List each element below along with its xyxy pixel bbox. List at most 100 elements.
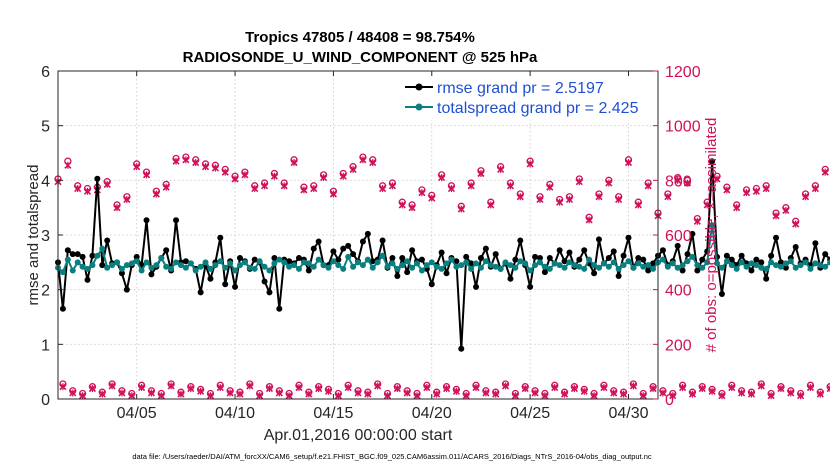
rmse-point bbox=[753, 256, 760, 263]
spread-point bbox=[350, 263, 357, 270]
rmse-point bbox=[217, 234, 224, 241]
rmse-point bbox=[689, 230, 696, 237]
legend: rmse grand pr = 2.5197 totalspread grand… bbox=[405, 76, 653, 120]
obs-assimilated-marker bbox=[787, 389, 795, 397]
x-tick-label: 04/15 bbox=[313, 405, 353, 422]
obs-assimilated-marker bbox=[600, 383, 608, 392]
rmse-point bbox=[350, 251, 357, 258]
rmse-point bbox=[418, 256, 425, 263]
rmse-point bbox=[266, 289, 273, 296]
spread-point bbox=[118, 265, 125, 272]
spread-point bbox=[635, 260, 642, 267]
spread-point bbox=[281, 259, 288, 266]
rmse-point bbox=[738, 252, 745, 259]
spread-point bbox=[99, 245, 106, 252]
spread-point bbox=[227, 260, 234, 267]
obs-assimilated-marker bbox=[683, 179, 692, 187]
spread-point bbox=[502, 259, 509, 266]
spread-point bbox=[591, 262, 598, 269]
obs-assimilated-marker bbox=[344, 383, 352, 392]
rmse-point bbox=[610, 248, 617, 255]
spread-point bbox=[163, 263, 170, 270]
spread-point bbox=[718, 264, 725, 271]
spread-point bbox=[571, 262, 578, 269]
rmse-point bbox=[197, 289, 204, 296]
obs-assimilated-marker bbox=[334, 392, 342, 400]
rmse-point bbox=[99, 262, 106, 269]
legend-rmse-label: rmse grand pr = 2.5197 bbox=[437, 80, 604, 97]
spread-point bbox=[551, 260, 558, 267]
spread-point bbox=[438, 265, 445, 272]
obs-assimilated-marker bbox=[300, 186, 308, 194]
obs-assimilated-marker bbox=[521, 385, 529, 393]
spread-point bbox=[792, 264, 799, 271]
obs-assimilated-marker bbox=[546, 183, 554, 191]
rmse-point bbox=[709, 158, 716, 165]
spread-point bbox=[448, 256, 455, 263]
obs-assimilated-stroke bbox=[826, 385, 830, 390]
spread-point bbox=[59, 269, 66, 276]
y-left-tick-label: 3 bbox=[41, 228, 50, 245]
spread-point bbox=[399, 262, 406, 269]
spread-point bbox=[541, 263, 548, 270]
spread-point bbox=[315, 256, 322, 263]
rmse-point bbox=[640, 256, 647, 263]
spread-point bbox=[512, 264, 519, 271]
obs-assimilated-marker bbox=[231, 175, 239, 183]
spread-point bbox=[414, 260, 421, 267]
spread-point bbox=[782, 260, 789, 267]
obs-assimilated-marker bbox=[383, 392, 392, 400]
obs-assimilated-marker bbox=[59, 383, 67, 391]
obs-assimilated-marker bbox=[610, 389, 618, 397]
spread-point bbox=[758, 264, 765, 271]
rmse-point bbox=[699, 256, 706, 263]
spread-point bbox=[330, 258, 337, 265]
obs-assimilated-marker bbox=[413, 392, 421, 400]
obs-assimilated-marker bbox=[285, 392, 293, 400]
obs-assimilated-marker bbox=[615, 195, 623, 204]
obs-assimilated-marker bbox=[167, 382, 175, 390]
obs-assimilated-marker bbox=[442, 385, 451, 393]
spread-point bbox=[286, 263, 293, 270]
y-right-tick-label: 0 bbox=[665, 392, 674, 409]
rmse-point bbox=[723, 252, 730, 259]
spread-point bbox=[158, 254, 165, 261]
spread-point bbox=[89, 262, 96, 269]
obs-assimilated-marker bbox=[742, 189, 751, 197]
spread-point bbox=[748, 260, 755, 267]
obs-assimilated-marker bbox=[644, 182, 652, 190]
rmse-point bbox=[473, 283, 480, 290]
obs-assimilated-marker bbox=[201, 163, 210, 171]
rmse-point bbox=[94, 175, 101, 182]
obs-assimilated-marker bbox=[565, 195, 574, 204]
spread-point bbox=[645, 262, 652, 269]
obs-assimilated-marker bbox=[669, 392, 677, 400]
obs-assimilated-marker bbox=[782, 206, 790, 214]
rmse-point bbox=[822, 251, 829, 258]
rmse-point bbox=[561, 258, 568, 265]
rmse-point bbox=[310, 245, 317, 252]
y-left-tick-label: 1 bbox=[41, 337, 50, 354]
obs-assimilated-marker bbox=[211, 164, 219, 172]
obs-assimilated-marker bbox=[418, 189, 426, 197]
obs-assimilated-marker bbox=[182, 156, 190, 164]
spread-point bbox=[182, 264, 189, 271]
legend-rmse-marker bbox=[415, 83, 423, 91]
obs-assimilated-marker bbox=[511, 392, 519, 400]
spread-point bbox=[168, 265, 175, 272]
rmse-point bbox=[694, 267, 701, 274]
y-left-tick-label: 4 bbox=[41, 173, 50, 190]
obs-assimilated-marker bbox=[797, 392, 805, 400]
rmse-point bbox=[591, 270, 598, 277]
spread-point bbox=[699, 264, 706, 271]
rmse-point bbox=[512, 256, 519, 263]
spread-point bbox=[650, 265, 657, 272]
obs-assimilated-marker bbox=[536, 195, 544, 204]
rmse-point bbox=[59, 305, 66, 312]
spread-point bbox=[177, 262, 184, 269]
rmse-point bbox=[458, 345, 465, 352]
y-left-tick-label: 5 bbox=[41, 119, 50, 136]
spread-point bbox=[659, 256, 666, 263]
obs-assimilated-marker bbox=[147, 389, 156, 397]
obs-assimilated-marker bbox=[172, 157, 180, 165]
